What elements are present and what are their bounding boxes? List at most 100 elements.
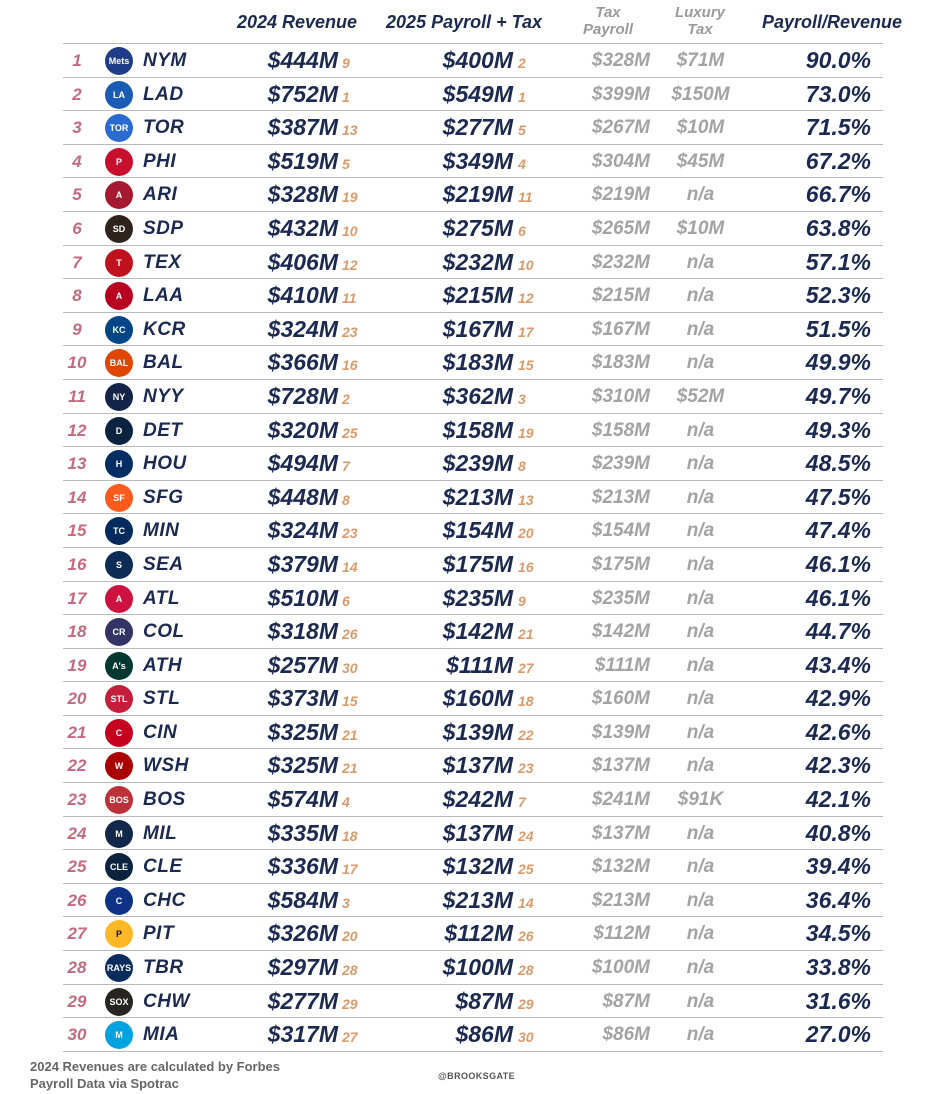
payroll-revenue-cell: 67.2% bbox=[805, 147, 871, 174]
rank-cell: 10 bbox=[67, 353, 87, 373]
team-abbreviation: PIT bbox=[143, 923, 175, 945]
revenue-cell: $320M bbox=[267, 416, 338, 443]
payroll-revenue-cell: 47.5% bbox=[805, 483, 871, 510]
payroll-rank-cell: 22 bbox=[518, 726, 534, 743]
revenue-cell: $752M bbox=[267, 80, 338, 107]
team-abbreviation: BOS bbox=[143, 789, 186, 811]
luxury-tax-cell: n/a bbox=[686, 453, 715, 475]
payroll-revenue-cell: 57.1% bbox=[805, 248, 871, 275]
table-row: 30 M MIA $317M 27 $86M 30 $86M n/a 27.0% bbox=[63, 1018, 883, 1052]
revenue-cell: $410M bbox=[267, 282, 338, 309]
team-abbreviation: KCR bbox=[143, 318, 186, 340]
rank-cell: 28 bbox=[67, 958, 87, 978]
team-logo-icon: KC bbox=[105, 315, 133, 344]
table-row: 17 A ATL $510M 6 $235M 9 $235M n/a 46.1% bbox=[63, 582, 883, 616]
luxury-tax-cell: $91K bbox=[677, 789, 724, 811]
luxury-tax-cell: n/a bbox=[686, 856, 715, 878]
luxury-tax-cell: n/a bbox=[686, 923, 715, 945]
payroll-revenue-cell: 46.1% bbox=[805, 584, 871, 611]
table-row: 18 CR COL $318M 26 $142M 21 $142M n/a 44.7% bbox=[63, 615, 883, 649]
revenue-cell: $584M bbox=[267, 886, 338, 913]
header-luxury-tax: Luxury Tax bbox=[660, 4, 740, 38]
tax-payroll-cell: $304M bbox=[591, 150, 650, 172]
revenue-rank-cell: 25 bbox=[342, 424, 358, 441]
rank-cell: 23 bbox=[67, 790, 87, 810]
table-row: 12 D DET $320M 25 $158M 19 $158M n/a 49.3% bbox=[63, 414, 883, 448]
payroll-rank-cell: 2 bbox=[518, 55, 526, 71]
payroll-revenue-cell: 47.4% bbox=[805, 517, 871, 544]
payroll-revenue-cell: 49.3% bbox=[805, 416, 871, 443]
payroll-cell: $112M bbox=[444, 920, 513, 947]
rank-cell: 8 bbox=[72, 286, 82, 306]
team-logo-icon: A's bbox=[105, 651, 133, 680]
rank-cell: 30 bbox=[67, 1025, 87, 1045]
revenue-cell: $325M bbox=[267, 752, 338, 779]
revenue-cell: $519M bbox=[267, 147, 338, 174]
rank-cell: 17 bbox=[67, 588, 87, 608]
payroll-rank-cell: 29 bbox=[518, 995, 534, 1012]
team-abbreviation: CIN bbox=[143, 721, 178, 743]
team-abbreviation: TEX bbox=[143, 251, 182, 273]
payroll-revenue-cell: 71.5% bbox=[805, 114, 871, 141]
payroll-cell: $87M bbox=[455, 987, 513, 1014]
revenue-cell: $324M bbox=[267, 517, 338, 544]
payroll-rank-cell: 28 bbox=[518, 962, 534, 979]
payroll-cell: $175M bbox=[442, 550, 513, 577]
team-abbreviation: SDP bbox=[143, 217, 184, 239]
table-row: 2 LA LAD $752M 1 $549M 1 $399M $150M 73.0% bbox=[63, 78, 883, 112]
luxury-tax-cell: $10M bbox=[676, 217, 725, 239]
payroll-rank-cell: 11 bbox=[518, 189, 533, 206]
luxury-tax-cell: n/a bbox=[686, 688, 715, 710]
team-logo-icon: P bbox=[105, 920, 133, 949]
rank-cell: 6 bbox=[72, 218, 82, 238]
payroll-revenue-cell: 40.8% bbox=[805, 819, 871, 846]
rank-cell: 27 bbox=[67, 924, 87, 944]
payroll-revenue-cell: 36.4% bbox=[805, 886, 871, 913]
revenue-rank-cell: 14 bbox=[342, 558, 358, 575]
table-row: 10 BAL BAL $366M 16 $183M 15 $183M n/a 49.9% bbox=[63, 346, 883, 380]
rank-cell: 18 bbox=[67, 622, 87, 642]
rank-cell: 4 bbox=[72, 151, 82, 171]
table-row: 27 P PIT $326M 20 $112M 26 $112M n/a 34.5% bbox=[63, 917, 883, 952]
team-logo-icon: RAYS bbox=[105, 954, 133, 983]
team-logo-icon: P bbox=[105, 147, 133, 176]
revenue-rank-cell: 16 bbox=[342, 357, 358, 374]
payroll-revenue-cell: 52.3% bbox=[805, 282, 871, 309]
luxury-tax-cell: $150M bbox=[671, 83, 730, 105]
luxury-tax-cell: n/a bbox=[686, 318, 715, 340]
header-tax-payroll-line2: Payroll bbox=[582, 21, 634, 38]
revenue-rank-cell: 3 bbox=[342, 894, 350, 911]
rank-cell: 22 bbox=[67, 756, 87, 776]
team-abbreviation: SEA bbox=[143, 553, 184, 575]
table-row: 9 KC KCR $324M 23 $167M 17 $167M n/a 51.5% bbox=[63, 313, 883, 347]
tax-payroll-cell: $232M bbox=[591, 251, 650, 273]
payroll-rank-cell: 30 bbox=[518, 1029, 534, 1046]
table-row: 16 S SEA $379M 14 $175M 16 $175M n/a 46.1% bbox=[63, 548, 883, 582]
rank-cell: 7 bbox=[72, 252, 82, 272]
payroll-revenue-cell: 42.1% bbox=[805, 786, 871, 813]
team-abbreviation: ARI bbox=[143, 184, 178, 206]
tax-payroll-cell: $87M bbox=[602, 990, 650, 1012]
payroll-rank-cell: 6 bbox=[518, 222, 526, 239]
luxury-tax-cell: n/a bbox=[686, 889, 715, 911]
team-abbreviation: MIL bbox=[143, 822, 178, 844]
luxury-tax-cell: n/a bbox=[686, 285, 715, 307]
team-logo-icon: C bbox=[105, 718, 133, 747]
team-abbreviation: LAA bbox=[143, 285, 184, 307]
payroll-rank-cell: 26 bbox=[518, 928, 534, 945]
tax-payroll-cell: $167M bbox=[591, 318, 650, 340]
payroll-cell: $132M bbox=[442, 853, 513, 880]
revenue-rank-cell: 23 bbox=[342, 323, 358, 340]
team-logo-icon: CLE bbox=[105, 853, 133, 882]
table-row: 7 T TEX $406M 12 $232M 10 $232M n/a 57.1% bbox=[63, 246, 883, 280]
table-row: 26 C CHC $584M 3 $213M 14 $213M n/a 36.4% bbox=[63, 884, 883, 918]
payroll-rank-cell: 5 bbox=[518, 122, 526, 139]
rank-cell: 24 bbox=[67, 823, 87, 843]
payroll-rank-cell: 18 bbox=[518, 693, 534, 710]
payroll-revenue-cell: 49.9% bbox=[805, 349, 871, 376]
payroll-revenue-cell: 66.7% bbox=[805, 181, 871, 208]
rank-cell: 12 bbox=[67, 420, 87, 440]
tax-payroll-cell: $86M bbox=[602, 1024, 650, 1046]
revenue-cell: $257M bbox=[267, 651, 338, 678]
payroll-revenue-cell: 27.0% bbox=[805, 1021, 871, 1048]
